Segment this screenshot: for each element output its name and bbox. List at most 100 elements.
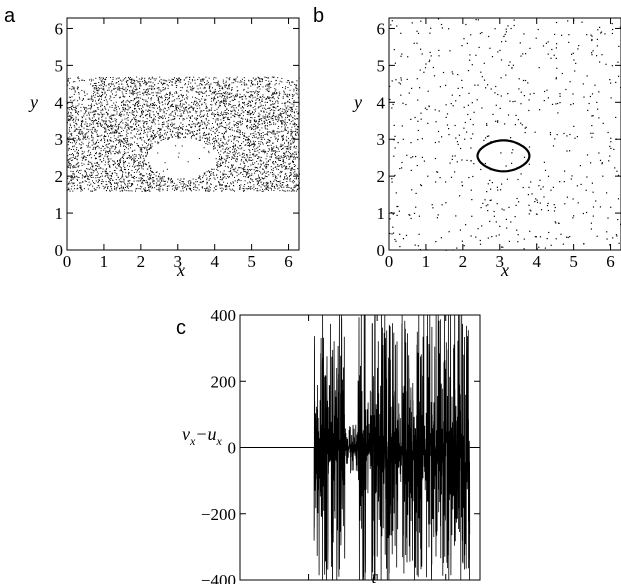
panel-a-point	[137, 168, 139, 170]
panel-a-point	[217, 138, 219, 140]
panel-a-point	[127, 165, 128, 167]
panel-a-point	[205, 103, 207, 105]
panel-a-point	[282, 130, 284, 132]
panel-a-point	[256, 154, 258, 156]
panel-a-point	[231, 188, 233, 190]
panel-a-point	[150, 147, 152, 149]
panel-b-point	[527, 194, 529, 196]
panel-a-point	[98, 118, 100, 120]
panel-a-point	[224, 86, 226, 88]
panel-a-point	[272, 107, 274, 108]
panel-a-point	[274, 93, 276, 95]
panel-a-point	[157, 98, 159, 100]
panel-b-point	[533, 92, 535, 94]
panel-a-point	[110, 124, 112, 126]
panel-a-point	[68, 140, 70, 142]
panel-a-point	[295, 108, 297, 110]
panel-a-point	[295, 84, 297, 86]
panel-a-point	[91, 140, 93, 142]
panel-a-point	[185, 77, 187, 79]
panel-a-point	[294, 115, 296, 117]
panel-a-point	[136, 94, 138, 96]
panel-a-point	[191, 126, 193, 128]
panel-a-point	[255, 125, 257, 127]
panel-a-point	[75, 111, 77, 113]
panel-a-point	[156, 111, 157, 113]
panel-a-point	[149, 120, 151, 122]
panel-b-point	[537, 28, 539, 31]
panel-a-point	[293, 185, 295, 187]
panel-a-point	[221, 190, 223, 192]
panel-b-point	[454, 124, 456, 127]
panel-a-point	[161, 176, 163, 178]
panel-a-point	[102, 77, 104, 79]
panel-a-point	[269, 122, 271, 123]
panel-a-point	[228, 97, 230, 99]
panel-b-point	[528, 204, 530, 206]
panel-a-point	[109, 178, 111, 180]
panel-a-point	[67, 118, 69, 120]
panel-a-point	[275, 145, 277, 147]
panel-a-point	[185, 106, 186, 108]
panel-a-point	[162, 189, 164, 191]
panel-b-point	[500, 189, 502, 191]
panel-a-point	[246, 155, 248, 157]
panel-a-point	[163, 181, 165, 182]
panel-a-point	[156, 182, 158, 184]
panel-a-point	[221, 145, 223, 147]
panel-a-point	[143, 83, 145, 84]
panel-a-point	[105, 153, 107, 155]
panel-a-point	[253, 186, 255, 188]
panel-a-point	[133, 177, 134, 179]
panel-a-point	[115, 189, 117, 191]
panel-a-point	[219, 154, 221, 156]
panel-a-point	[262, 142, 263, 144]
panel-a-point	[246, 174, 247, 176]
panel-a-point	[95, 86, 97, 88]
panel-a-point	[72, 176, 74, 178]
panel-a-point	[72, 171, 74, 173]
panel-b-point	[392, 103, 394, 105]
panel-a-point	[105, 186, 107, 188]
panel-a-point	[176, 81, 178, 82]
panel-a-point	[263, 171, 265, 173]
panel-a-point	[269, 124, 271, 126]
panel-a-point	[143, 130, 145, 132]
panel-a-point	[189, 132, 191, 134]
panel-a-point	[279, 80, 281, 82]
panel-a-point	[226, 112, 228, 114]
panel-a-point	[258, 77, 260, 79]
panel-a-point	[208, 170, 210, 172]
panel-a-point	[274, 185, 275, 187]
panel-a-letter: a	[4, 5, 16, 27]
panel-a-point	[265, 158, 267, 160]
panel-a-xtick-label: 1	[100, 252, 109, 271]
panel-a-point	[155, 136, 157, 137]
panel-a-point	[146, 121, 148, 123]
panel-a-point	[223, 136, 225, 138]
panel-a-point	[269, 121, 270, 123]
panel-a-point	[242, 133, 244, 135]
panel-a-point	[272, 114, 274, 116]
panel-a-point	[189, 86, 191, 88]
panel-a-point	[93, 146, 95, 148]
panel-a-point	[181, 110, 183, 111]
panel-a-point	[276, 185, 278, 187]
panel-a-point	[69, 167, 71, 169]
panel-a-point	[242, 152, 244, 154]
panel-a-point	[123, 104, 125, 106]
panel-a-point	[290, 133, 292, 135]
panel-a-point	[115, 94, 117, 96]
panel-a-point	[166, 110, 168, 112]
panel-a-point	[270, 188, 272, 190]
panel-a-point	[134, 124, 136, 126]
panel-a-point	[220, 112, 222, 114]
panel-a-point	[115, 151, 117, 153]
panel-a-point	[215, 185, 217, 187]
panel-a-point	[162, 84, 163, 86]
panel-a-point	[259, 118, 261, 120]
panel-a-point	[94, 189, 96, 191]
panel-a-point	[190, 82, 192, 84]
panel-a-point	[267, 184, 269, 186]
panel-a-point	[89, 98, 91, 100]
